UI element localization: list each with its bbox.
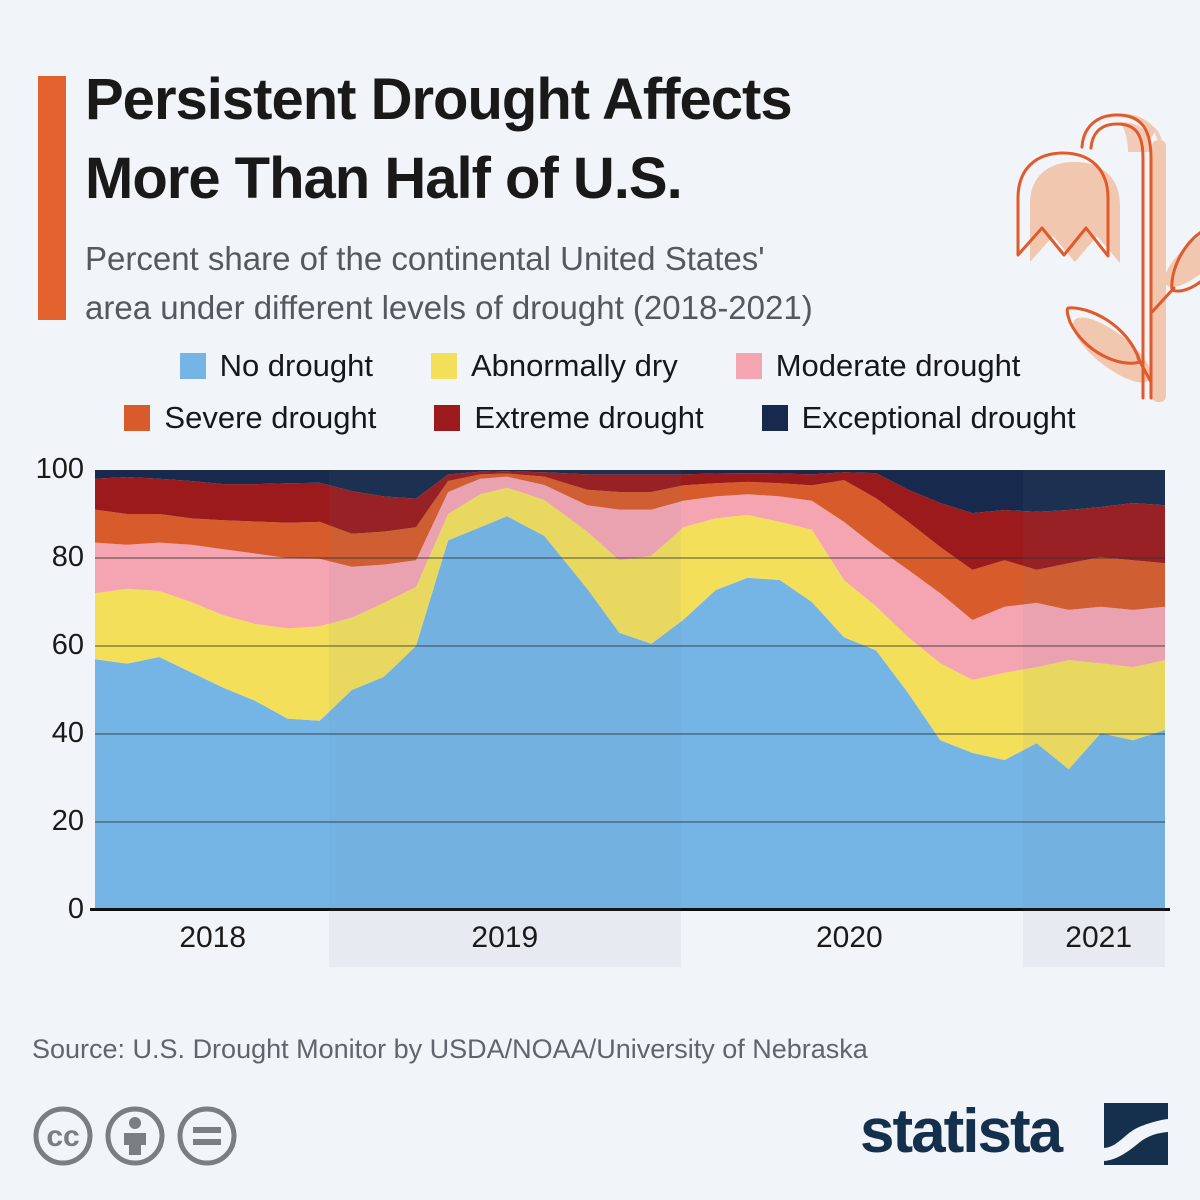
equals-glyph (193, 1127, 221, 1145)
statista-logo-mark[interactable] (1104, 1103, 1168, 1165)
legend-label: Exceptional drought (801, 400, 1076, 435)
accent-bar (38, 76, 66, 320)
legend-label: Extreme drought (474, 400, 704, 435)
x-tick-2018: 2018 (179, 921, 247, 954)
x-tick-2020: 2020 (815, 921, 883, 954)
legend-swatch-abnormally-dry (430, 353, 457, 379)
area-moderate-drought (95, 476, 1165, 680)
subtitle-line-1: Percent share of the continental United … (85, 240, 765, 277)
legend-swatch-exceptional-drought (761, 405, 788, 431)
y-tick-60: 60 (51, 629, 84, 661)
source-note: Source: U.S. Drought Monitor by USDA/NOA… (32, 1034, 868, 1064)
license-icons: cc (33, 1106, 237, 1166)
subtitle-line-2: area under different levels of drought (… (85, 289, 813, 326)
legend-swatch-severe-drought (124, 405, 151, 431)
title-line-2: More Than Half of U.S. (85, 146, 683, 211)
no-derivatives-icon[interactable] (177, 1106, 237, 1166)
area-extreme-drought (95, 471, 1165, 570)
x-tick-2019: 2019 (471, 921, 539, 954)
legend-swatch-extreme-drought (434, 405, 461, 431)
person-glyph (124, 1117, 146, 1155)
legend-row: No drought Abnormally dry Moderate drought (0, 348, 1200, 384)
flower-bell-outline (1016, 151, 1110, 258)
area-no-drought (95, 516, 1165, 910)
chart-legend: No drought Abnormally dry Moderate drought… (0, 348, 1200, 452)
x-tick-2021: 2021 (1065, 921, 1133, 954)
legend-swatch-no-drought (179, 353, 206, 379)
legend-item-severe-drought: Severe drought (124, 400, 376, 436)
page-title: Persistent Drought Affects More Than Hal… (85, 60, 793, 218)
legend-item-no-drought: No drought (179, 348, 373, 384)
cc-glyph: cc (46, 1120, 79, 1153)
attribution-icon[interactable] (105, 1106, 165, 1166)
legend-label: Moderate drought (775, 348, 1021, 383)
y-tick-100: 100 (35, 453, 84, 485)
area-severe-drought (95, 473, 1165, 620)
y-tick-20: 20 (51, 805, 84, 837)
flower-bell-shadow (1030, 162, 1120, 263)
legend-item-exceptional-drought: Exceptional drought (761, 400, 1076, 436)
creative-commons-icon[interactable] (33, 1106, 93, 1166)
drought-area-plot (95, 470, 1165, 910)
title-line-1: Persistent Drought Affects (85, 67, 793, 132)
legend-swatch-moderate-drought (735, 353, 762, 379)
area-abnormally-dry (95, 487, 1165, 770)
legend-label: No drought (219, 348, 373, 383)
legend-item-abnormally-dry: Abnormally dry (430, 348, 678, 384)
y-tick-80: 80 (51, 541, 84, 573)
legend-label: Abnormally dry (470, 348, 678, 383)
y-tick-0: 0 (67, 893, 84, 925)
x-axis-line (90, 908, 1170, 911)
legend-item-extreme-drought: Extreme drought (434, 400, 704, 436)
chart-subtitle: Percent share of the continental United … (85, 234, 813, 332)
y-tick-40: 40 (51, 717, 84, 749)
flower-leaf-right (1170, 231, 1200, 293)
area-exceptional-drought (95, 470, 1165, 514)
legend-item-moderate-drought: Moderate drought (735, 348, 1021, 384)
statista-wordmark[interactable]: statista (860, 1097, 1063, 1166)
legend-label: Severe drought (164, 400, 377, 435)
legend-row: Severe drought Extreme drought Exceptional… (0, 400, 1200, 436)
